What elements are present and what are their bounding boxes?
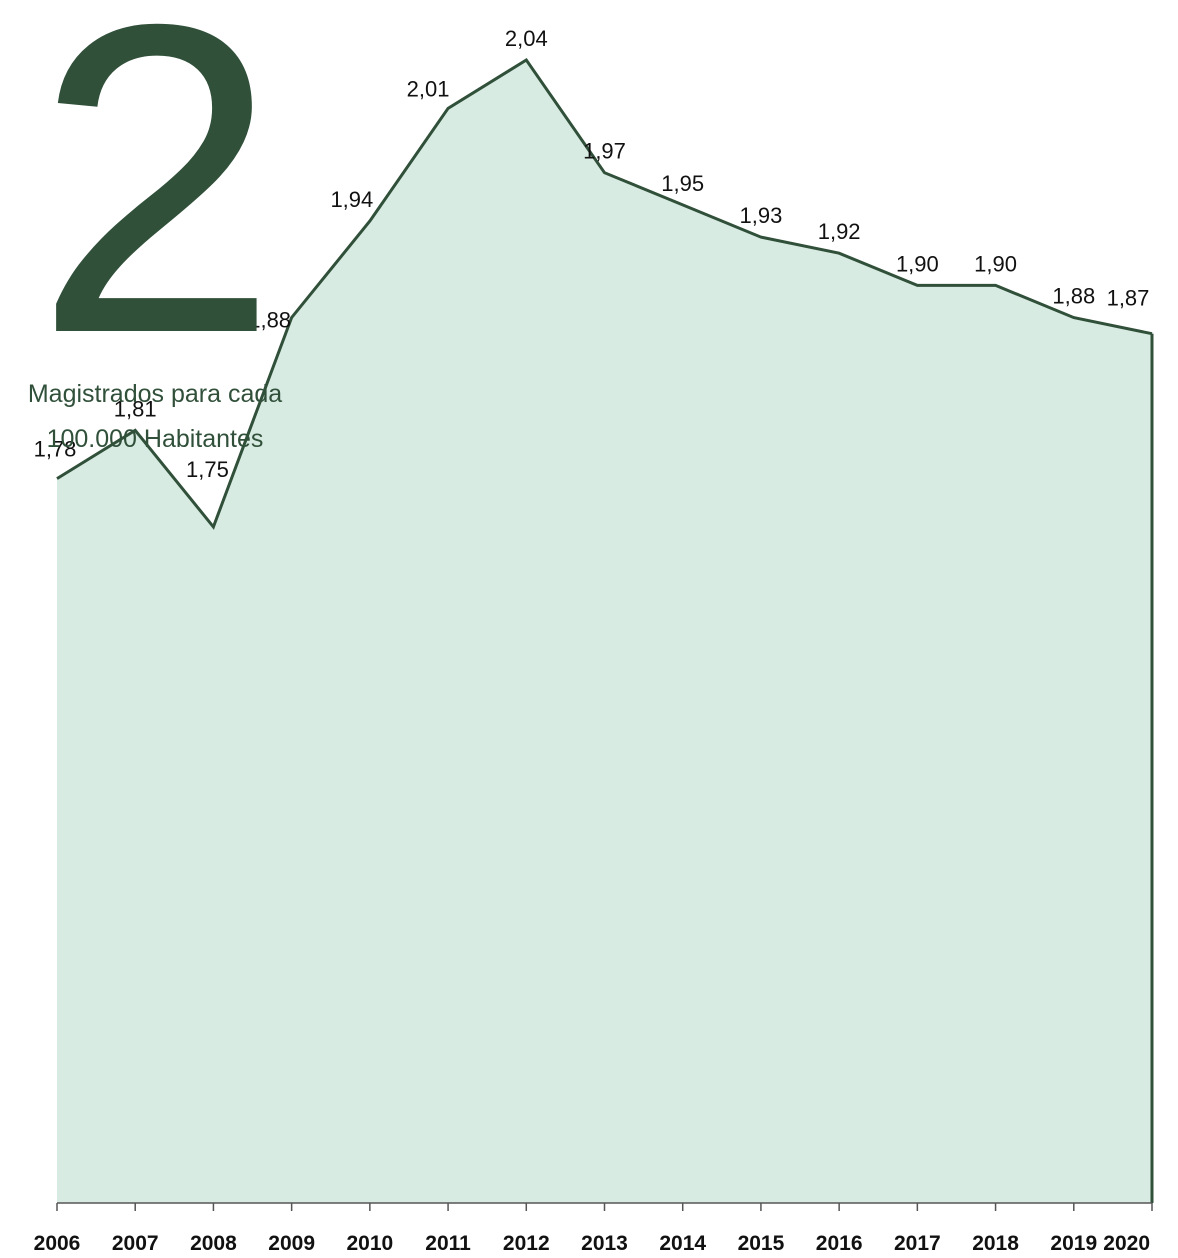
data-label: 1,78 [34, 437, 77, 462]
x-tick-label: 2006 [34, 1232, 81, 1255]
x-tick-label: 2008 [190, 1232, 237, 1255]
series-line [56, 57, 1153, 530]
x-tick-label: 2018 [972, 1232, 1019, 1255]
data-label: 2,01 [407, 76, 450, 101]
data-label: 1,88 [248, 308, 291, 333]
data-label: 1,94 [330, 187, 373, 212]
x-tick-label: 2012 [503, 1232, 550, 1255]
x-tick-label: 2013 [581, 1232, 628, 1255]
data-label: 1,90 [974, 251, 1017, 276]
x-axis-ticks: 2006 2007 2008 2009 2010 2011 2012 2013 2014 2015… [34, 1203, 1153, 1255]
data-label: 1,97 [583, 139, 626, 164]
headline-number: 2 [34, 0, 279, 425]
data-label: 1,95 [661, 171, 704, 196]
x-tick-label: 2010 [346, 1232, 393, 1255]
x-tick-label: 2014 [659, 1232, 706, 1255]
x-tick-label: 2016 [816, 1232, 863, 1255]
x-tick-label: 2020 [1103, 1232, 1150, 1255]
data-labels: 1,78 1,81 1,75 1,88 1,94 2,01 2,04 1,97 1,95 1,93… [34, 26, 1150, 482]
data-label: 1,92 [818, 219, 861, 244]
data-label: 2,04 [505, 26, 548, 51]
data-label: 1,87 [1107, 286, 1150, 311]
area-fill [57, 60, 1152, 1203]
x-tick-label: 2017 [894, 1232, 941, 1255]
data-label: 1,75 [186, 457, 229, 482]
headline-caption-line1: Magistrados para cada [27, 380, 283, 408]
x-tick-label: 2015 [738, 1232, 785, 1255]
x-tick-label: 2019 [1050, 1232, 1097, 1255]
data-label: 1,88 [1052, 284, 1095, 309]
x-tick-label: 2009 [268, 1232, 315, 1255]
data-label: 1,93 [740, 203, 783, 228]
x-tick-label: 2011 [425, 1232, 471, 1255]
x-tick-label: 2007 [112, 1232, 159, 1255]
headline-caption-line2: 100.000 Habitantes [46, 425, 264, 453]
data-label: 1,81 [114, 396, 157, 421]
data-label: 1,90 [896, 251, 939, 276]
